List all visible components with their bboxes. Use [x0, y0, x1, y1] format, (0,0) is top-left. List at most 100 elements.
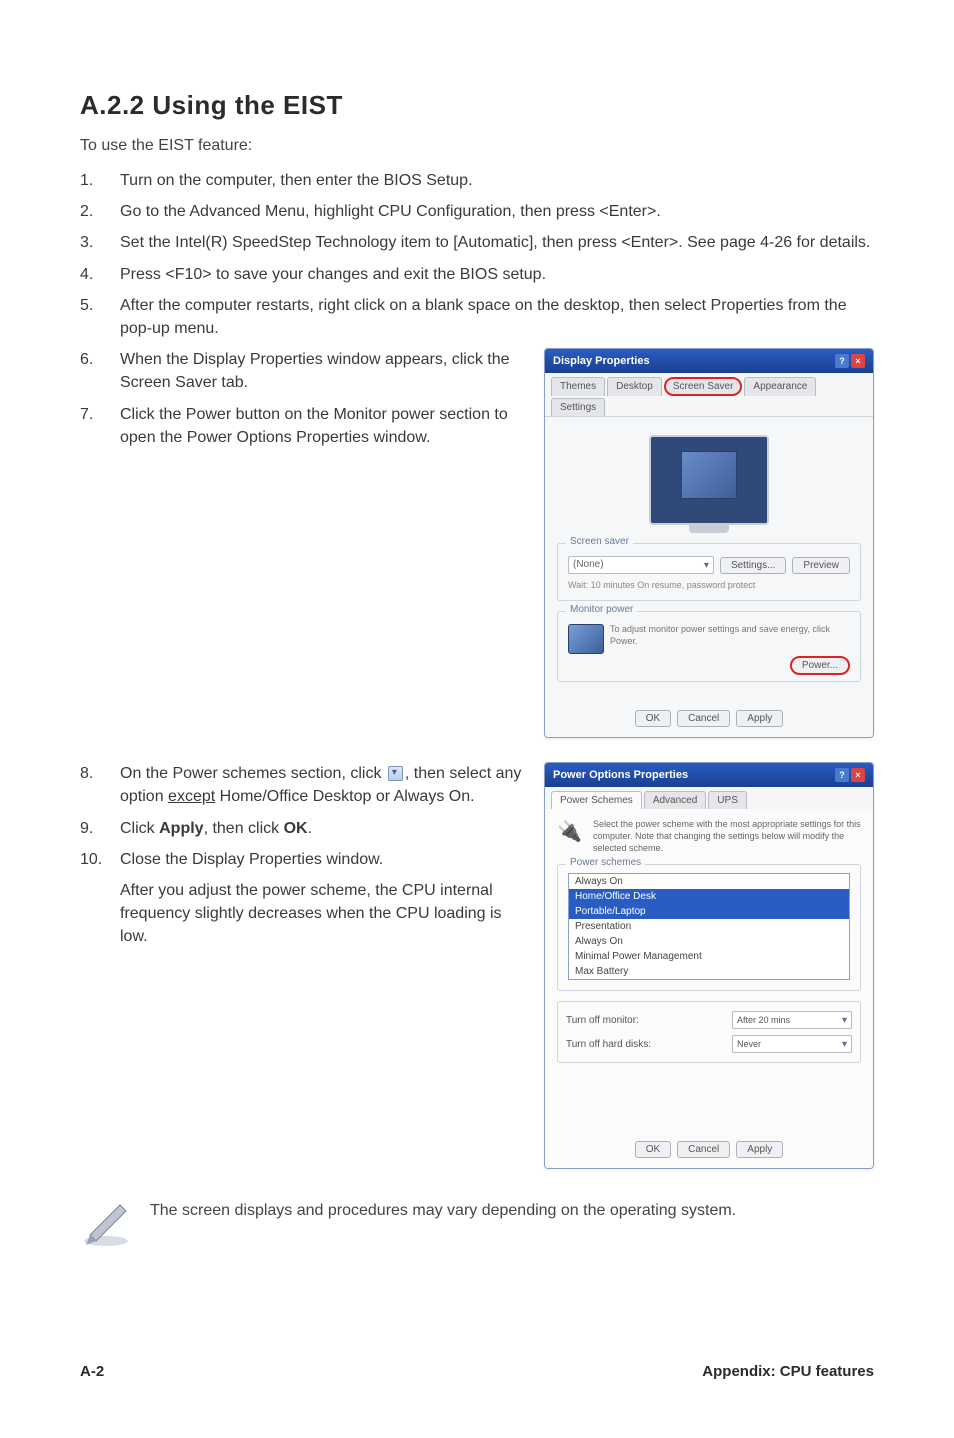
- dialog-title: Power Options Properties: [553, 769, 688, 781]
- dialog-footer: OK Cancel Apply: [545, 1133, 873, 1168]
- help-icon[interactable]: ?: [835, 354, 849, 368]
- step-text: Set the Intel(R) SpeedStep Technology it…: [120, 231, 874, 254]
- step-num: 9.: [80, 817, 120, 840]
- apply-button[interactable]: Apply: [736, 710, 783, 727]
- fieldset-label: Screen saver: [566, 536, 633, 547]
- plug-icon: [557, 819, 585, 847]
- pencil-icon: [80, 1197, 132, 1249]
- dialog-titlebar: Power Options Properties ? ×: [545, 763, 873, 787]
- fieldset-label: Monitor power: [566, 604, 637, 615]
- tab-advanced[interactable]: Advanced: [644, 791, 706, 809]
- dialog-footer: OK Cancel Apply: [545, 702, 873, 737]
- step-9: 9. Click Apply, then click OK.: [80, 817, 524, 840]
- page-footer: A-2 Appendix: CPU features: [80, 1363, 874, 1380]
- preview-button[interactable]: Preview: [792, 557, 850, 574]
- power-button[interactable]: Power...: [790, 656, 850, 675]
- dialog-titlebar: Display Properties ? ×: [545, 349, 873, 373]
- monitor-power-text: To adjust monitor power settings and sav…: [610, 624, 850, 647]
- tab-screen-saver[interactable]: Screen Saver: [664, 377, 743, 396]
- dialog-body: Select the power scheme with the most ap…: [545, 809, 873, 1133]
- turnoff-disks-label: Turn off hard disks:: [566, 1039, 651, 1050]
- cancel-button[interactable]: Cancel: [677, 710, 730, 727]
- tab-appearance[interactable]: Appearance: [744, 377, 816, 396]
- intro-text: To use the EIST feature:: [80, 137, 874, 155]
- step-4: 4.Press <F10> to save your changes and e…: [80, 263, 874, 286]
- turnoff-monitor-select[interactable]: After 20 mins: [732, 1011, 852, 1029]
- step-num: 3.: [80, 231, 120, 254]
- turnoff-monitor-label: Turn off monitor:: [566, 1015, 639, 1026]
- step-text: Press <F10> to save your changes and exi…: [120, 263, 874, 286]
- ok-button[interactable]: OK: [635, 710, 671, 727]
- turnoff-disks-select[interactable]: Never: [732, 1035, 852, 1053]
- step-num: 8.: [80, 762, 120, 808]
- scheme-select[interactable]: Always On Home/Office Desk Portable/Lapt…: [568, 873, 850, 980]
- tab-themes[interactable]: Themes: [551, 377, 605, 396]
- step-7: 7.Click the Power button on the Monitor …: [80, 403, 524, 449]
- power-options-dialog: Power Options Properties ? × Power Schem…: [544, 762, 874, 1169]
- monitor-preview: [649, 435, 769, 525]
- step-5: 5.After the computer restarts, right cli…: [80, 294, 874, 340]
- scheme-option[interactable]: Max Battery: [569, 964, 849, 979]
- step-6: 6.When the Display Properties window app…: [80, 348, 524, 394]
- step-num: 4.: [80, 263, 120, 286]
- steps-mid: 6.When the Display Properties window app…: [80, 348, 524, 449]
- step-8: 8. On the Power schemes section, click ,…: [80, 762, 524, 808]
- power-desc: Select the power scheme with the most ap…: [593, 819, 861, 854]
- scheme-option[interactable]: Presentation: [569, 919, 849, 934]
- steps-bot: 8. On the Power schemes section, click ,…: [80, 762, 524, 871]
- fieldset-label: Power schemes: [566, 857, 645, 868]
- note-text: The screen displays and procedures may v…: [150, 1197, 736, 1222]
- step-text: Click Apply, then click OK.: [120, 817, 524, 840]
- step-num: 10.: [80, 848, 120, 871]
- tab-settings[interactable]: Settings: [551, 398, 605, 416]
- monitor-icon: [568, 624, 604, 654]
- apply-button[interactable]: Apply: [736, 1141, 783, 1158]
- after-text: After you adjust the power scheme, the C…: [80, 879, 524, 949]
- step-text: Close the Display Properties window.: [120, 848, 524, 871]
- step-text: On the Power schemes section, click , th…: [120, 762, 524, 808]
- tabstrip: Power Schemes Advanced UPS: [545, 787, 873, 809]
- ok-button[interactable]: OK: [635, 1141, 671, 1158]
- tabstrip: Themes Desktop Screen Saver Appearance S…: [545, 373, 873, 416]
- screensaver-select[interactable]: (None): [568, 556, 714, 574]
- tab-desktop[interactable]: Desktop: [607, 377, 662, 396]
- step-10: 10. Close the Display Properties window.: [80, 848, 524, 871]
- section-heading: A.2.2 Using the EIST: [80, 90, 874, 121]
- wait-row: Wait: 10 minutes On resume, password pro…: [568, 580, 850, 590]
- dialog-title: Display Properties: [553, 355, 650, 367]
- steps-top: 1.Turn on the computer, then enter the B…: [80, 169, 874, 340]
- help-icon[interactable]: ?: [835, 768, 849, 782]
- monitor-power-fieldset: Monitor power To adjust monitor power se…: [557, 611, 861, 682]
- step-num: 2.: [80, 200, 120, 223]
- scheme-option[interactable]: Home/Office Desk: [569, 889, 849, 904]
- scheme-option[interactable]: Minimal Power Management: [569, 949, 849, 964]
- step-num: 1.: [80, 169, 120, 192]
- screensaver-fieldset: Screen saver (None) Settings... Preview …: [557, 543, 861, 601]
- step-num: 7.: [80, 403, 120, 449]
- step-text: After the computer restarts, right click…: [120, 294, 874, 340]
- close-icon[interactable]: ×: [851, 768, 865, 782]
- step-text: Turn on the computer, then enter the BIO…: [120, 169, 874, 192]
- scheme-option[interactable]: Always On: [569, 934, 849, 949]
- page-label: Appendix: CPU features: [702, 1363, 874, 1380]
- step-3: 3.Set the Intel(R) SpeedStep Technology …: [80, 231, 874, 254]
- step-2: 2.Go to the Advanced Menu, highlight CPU…: [80, 200, 874, 223]
- settings-button[interactable]: Settings...: [720, 557, 786, 574]
- scheme-option[interactable]: Portable/Laptop: [569, 904, 849, 919]
- display-properties-dialog: Display Properties ? × Themes Desktop Sc…: [544, 348, 874, 738]
- step-num: 6.: [80, 348, 120, 394]
- power-schemes-fieldset: Power schemes Always On Home/Office Desk…: [557, 864, 861, 991]
- scheme-option[interactable]: Always On: [569, 874, 849, 889]
- note-box: The screen displays and procedures may v…: [80, 1197, 874, 1249]
- tab-power-schemes[interactable]: Power Schemes: [551, 791, 642, 809]
- step-1: 1.Turn on the computer, then enter the B…: [80, 169, 874, 192]
- tab-ups[interactable]: UPS: [708, 791, 747, 809]
- step-num: 5.: [80, 294, 120, 340]
- step-text: Click the Power button on the Monitor po…: [120, 403, 524, 449]
- cancel-button[interactable]: Cancel: [677, 1141, 730, 1158]
- step-text: When the Display Properties window appea…: [120, 348, 524, 394]
- step-text: Go to the Advanced Menu, highlight CPU C…: [120, 200, 874, 223]
- scheme-settings: Turn off monitor: After 20 mins Turn off…: [557, 1001, 861, 1063]
- close-icon[interactable]: ×: [851, 354, 865, 368]
- dialog-body: Screen saver (None) Settings... Preview …: [545, 416, 873, 702]
